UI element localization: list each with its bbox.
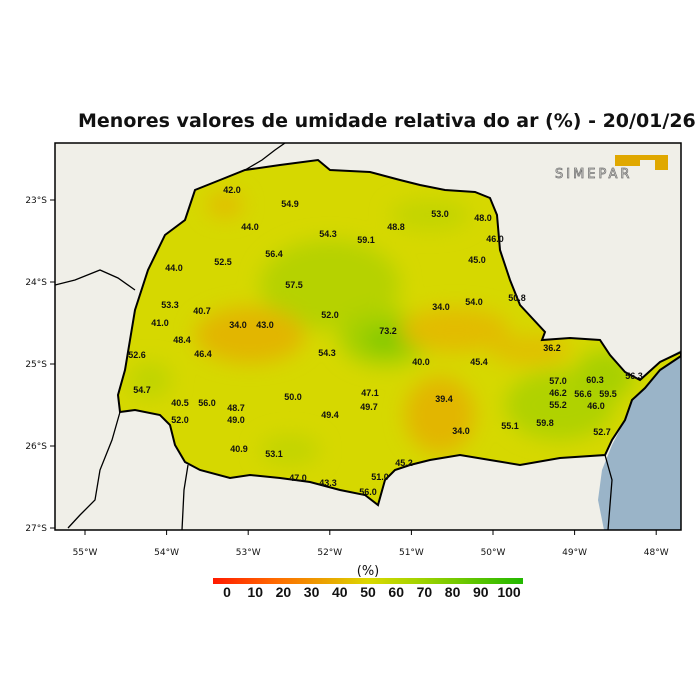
station-value: 43.3 <box>319 478 337 488</box>
lat-label: 23°S <box>25 196 47 206</box>
station-value: 57.5 <box>285 280 303 290</box>
station-value: 44.0 <box>165 263 183 273</box>
ocean <box>598 350 681 530</box>
colorbar-tick-label: 40 <box>332 584 348 600</box>
lon-label: 55°W <box>73 548 98 558</box>
station-value: 49.0 <box>227 415 245 425</box>
station-value: 59.8 <box>536 418 554 428</box>
neighbor-borders <box>55 143 613 530</box>
station-value: 54.3 <box>318 348 336 358</box>
station-value: 45.2 <box>395 458 413 468</box>
station-value: 47.1 <box>361 388 379 398</box>
station-value: 54.0 <box>465 297 483 307</box>
station-value: 34.0 <box>452 426 470 436</box>
station-value: 49.7 <box>360 402 378 412</box>
station-labels: 42.0 54.9 44.0 54.3 59.1 48.8 53.0 48.0 46.0 45.0… <box>128 185 643 497</box>
station-value: 52.0 <box>321 310 339 320</box>
lon-label: 51°W <box>399 548 424 558</box>
parana-border <box>116 158 681 507</box>
colorbar-unit: (%) <box>357 564 380 579</box>
station-value: 40.7 <box>193 306 211 316</box>
lat-label: 25°S <box>25 360 47 370</box>
station-value: 45.4 <box>470 357 488 367</box>
station-value: 48.8 <box>387 222 405 232</box>
lon-label: 53°W <box>236 548 261 558</box>
station-value: 54.3 <box>319 229 337 239</box>
station-value: 48.0 <box>474 213 492 223</box>
station-value: 53.3 <box>161 300 179 310</box>
colorbar <box>213 578 523 584</box>
map-title: Menores valores de umidade relativa do a… <box>78 110 696 132</box>
station-value: 34.0 <box>229 320 247 330</box>
station-value: 54.7 <box>133 385 151 395</box>
station-value: 46.2 <box>549 388 567 398</box>
colorbar-tick-label: 100 <box>497 584 521 600</box>
station-value: 53.1 <box>265 449 283 459</box>
colorbar-tick-label: 90 <box>473 584 489 600</box>
simepar-logo: SIMEPAR <box>555 155 668 182</box>
station-value: 50.0 <box>284 392 302 402</box>
station-value: 52.0 <box>171 415 189 425</box>
station-value: 50.8 <box>508 293 526 303</box>
colorbar-tick-label: 80 <box>445 584 461 600</box>
station-value: 52.5 <box>214 257 232 267</box>
station-value: 59.1 <box>357 235 375 245</box>
lat-label: 24°S <box>25 278 47 288</box>
station-value: 39.4 <box>435 394 453 404</box>
station-value: 56.4 <box>265 249 283 259</box>
lon-label: 48°W <box>644 548 669 558</box>
station-value: 73.2 <box>379 326 397 336</box>
lon-label: 50°W <box>481 548 506 558</box>
map-frame <box>54 142 682 531</box>
station-value: 46.4 <box>194 349 212 359</box>
colorbar-tick-label: 20 <box>276 584 292 600</box>
station-value: 56.0 <box>198 398 216 408</box>
colorbar-tick-label: 70 <box>417 584 433 600</box>
station-value: 53.0 <box>431 209 449 219</box>
station-value: 55.1 <box>501 421 519 431</box>
station-value: 55.2 <box>549 400 567 410</box>
colorbar-tick-label: 30 <box>304 584 320 600</box>
station-value: 40.9 <box>230 444 248 454</box>
colorbar-tick-label: 0 <box>223 584 231 600</box>
colorbar-tick-label: 50 <box>360 584 376 600</box>
station-value: 51.0 <box>371 472 389 482</box>
station-value: 41.0 <box>151 318 169 328</box>
colorbar-tick-label: 60 <box>388 584 404 600</box>
station-value: 45.0 <box>468 255 486 265</box>
station-value: 52.7 <box>593 427 611 437</box>
station-value: 48.4 <box>173 335 191 345</box>
station-value: 60.3 <box>586 375 604 385</box>
station-value: 59.5 <box>599 389 617 399</box>
lon-label: 52°W <box>317 548 342 558</box>
station-value: 57.0 <box>549 376 567 386</box>
station-value: 40.5 <box>171 398 189 408</box>
station-value: 43.0 <box>256 320 274 330</box>
station-value: 54.9 <box>281 199 299 209</box>
station-value: 48.7 <box>227 403 245 413</box>
colorbar-tick-label: 10 <box>247 584 263 600</box>
station-value: 34.0 <box>432 302 450 312</box>
lon-label: 49°W <box>562 548 587 558</box>
lat-label: 27°S <box>25 524 47 534</box>
svg-text:SIMEPAR: SIMEPAR <box>555 167 632 182</box>
station-value: 44.0 <box>241 222 259 232</box>
station-value: 36.2 <box>543 343 561 353</box>
station-value: 42.0 <box>223 185 241 195</box>
station-value: 56.6 <box>574 389 592 399</box>
station-value: 40.0 <box>412 357 430 367</box>
station-value: 49.4 <box>321 410 339 420</box>
station-value: 47.0 <box>289 473 307 483</box>
station-value: 46.0 <box>587 401 605 411</box>
station-value: 56.3 <box>625 371 643 381</box>
lon-label: 54°W <box>154 548 179 558</box>
station-value: 56.0 <box>359 487 377 497</box>
station-value: 52.6 <box>128 350 146 360</box>
lat-label: 26°S <box>25 442 47 452</box>
station-value: 46.0 <box>486 234 504 244</box>
